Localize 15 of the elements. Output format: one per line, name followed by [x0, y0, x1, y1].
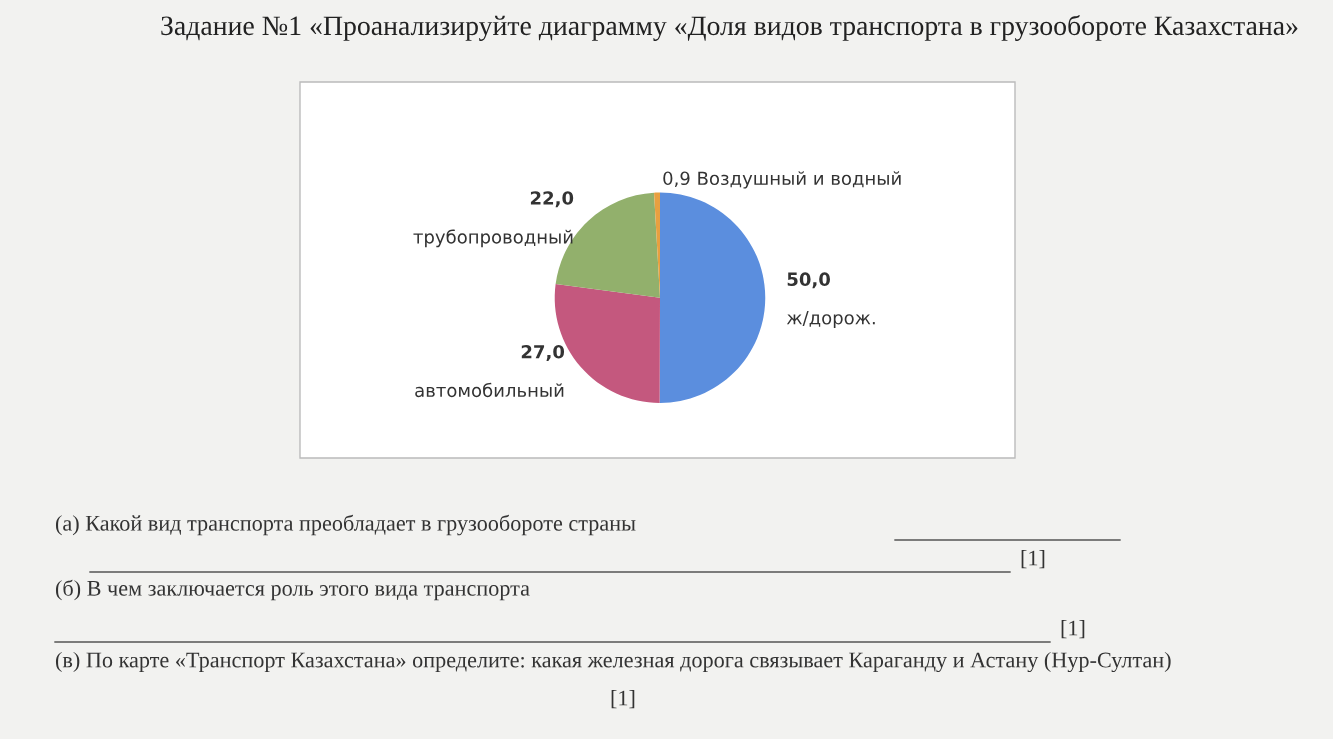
slice-label: трубопроводный [413, 229, 573, 248]
slice-label: автомобильный [415, 382, 564, 398]
text: (в) По карте «Транспорт Казахстана» определите: какая железная дорога связывает Караганду и Астану (Нур-Султан) [55, 651, 1171, 673]
text: [1] [1021, 549, 1045, 569]
text: (б) В чем заключается роль этого вида транспорта [55, 579, 530, 601]
text: [1] [1061, 619, 1085, 639]
pie-slice [659, 192, 766, 404]
text: (а) Какой вид транспорта преобладает в грузообороте страны [55, 514, 636, 536]
chart-title: Задание №1 «Проанализируйте диаграмму «Доля видов транспорта в грузообороте Казахстана» [161, 15, 1298, 41]
data-label: 22,0 [530, 191, 574, 208]
data-label: 50,0 [787, 272, 830, 289]
data-label: 27,0 [521, 344, 565, 361]
text: [1] [611, 689, 635, 709]
slice-label: ж/дорож. [786, 311, 875, 329]
slice-label: 0,9 Воздушный и водный [663, 171, 901, 189]
